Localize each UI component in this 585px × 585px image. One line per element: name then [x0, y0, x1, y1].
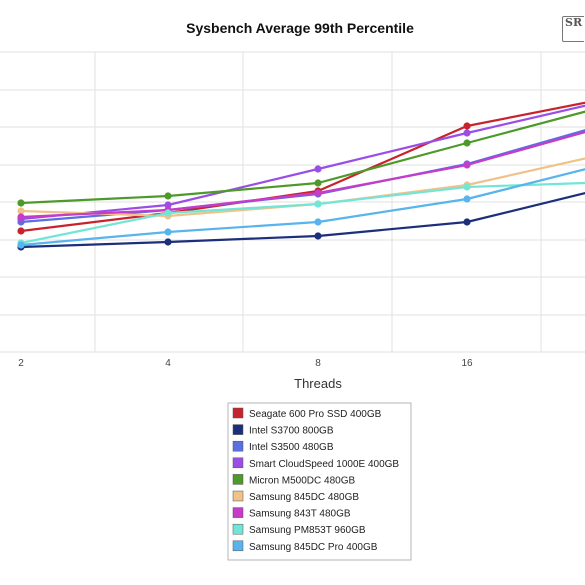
data-point — [17, 207, 25, 215]
legend-swatch — [232, 540, 244, 552]
data-point — [314, 165, 322, 173]
series-line — [20, 168, 585, 247]
data-point — [164, 238, 172, 246]
x-tick-label: 4 — [165, 358, 171, 369]
legend-box — [227, 402, 412, 561]
series-4 — [17, 110, 585, 207]
data-point — [314, 232, 322, 240]
x-axis-label: Threads — [294, 376, 342, 391]
data-point — [164, 192, 172, 200]
series-7 — [17, 181, 585, 247]
legend-entry: Samsung 843T 480GB — [249, 509, 351, 520]
data-point — [463, 129, 471, 137]
legend-swatch — [232, 440, 244, 452]
data-point — [463, 122, 471, 130]
data-point — [17, 199, 25, 207]
legend-entry: Samsung PM853T 960GB — [249, 525, 366, 536]
data-point — [17, 213, 25, 221]
x-tick-label: 2 — [18, 358, 24, 369]
series-8 — [17, 168, 585, 249]
data-point — [17, 241, 25, 249]
data-point — [314, 189, 322, 197]
data-point — [314, 218, 322, 226]
data-point — [314, 179, 322, 187]
legend-swatch — [232, 507, 244, 518]
legend-swatch — [232, 407, 244, 419]
grid — [0, 51, 585, 353]
legend-entry: Samsung 845DC 480GB — [249, 492, 359, 503]
legend-swatch — [232, 424, 244, 435]
data-point — [314, 200, 322, 208]
x-tick-label: 16 — [461, 358, 473, 369]
legend-entry: Seagate 600 Pro SSD 400GB — [249, 409, 382, 420]
legend-swatch — [232, 474, 244, 485]
legend-swatch — [232, 523, 244, 535]
legend-entry: Intel S3700 800GB — [249, 426, 334, 437]
data-point — [463, 183, 471, 191]
data-point — [164, 228, 172, 236]
legend-swatch — [232, 490, 244, 502]
x-tick-label: 8 — [315, 358, 321, 369]
data-point — [164, 201, 172, 209]
data-point — [463, 139, 471, 147]
site-logo: SR — [562, 16, 584, 42]
series-group — [17, 101, 585, 251]
data-point — [463, 218, 471, 226]
legend-swatch — [232, 457, 244, 469]
legend: Seagate 600 Pro SSD 400GB Intel S3700 800… — [227, 402, 412, 561]
legend-entry: Micron M500DC 480GB — [249, 475, 355, 486]
legend-entry: Intel S3500 480GB — [249, 442, 334, 453]
data-point — [463, 195, 471, 203]
data-point — [17, 227, 25, 235]
series-line — [20, 130, 585, 219]
legend-entry: Smart CloudSpeed 1000E 400GB — [249, 459, 399, 470]
series-line — [20, 104, 585, 221]
data-point — [463, 161, 471, 169]
legend-entry: Samsung 845DC Pro 400GB — [249, 542, 378, 553]
x-tick-labels: 2 4 8 16 — [18, 358, 473, 369]
data-point — [164, 209, 172, 217]
chart-title: Sysbench Average 99th Percentile — [186, 20, 414, 36]
